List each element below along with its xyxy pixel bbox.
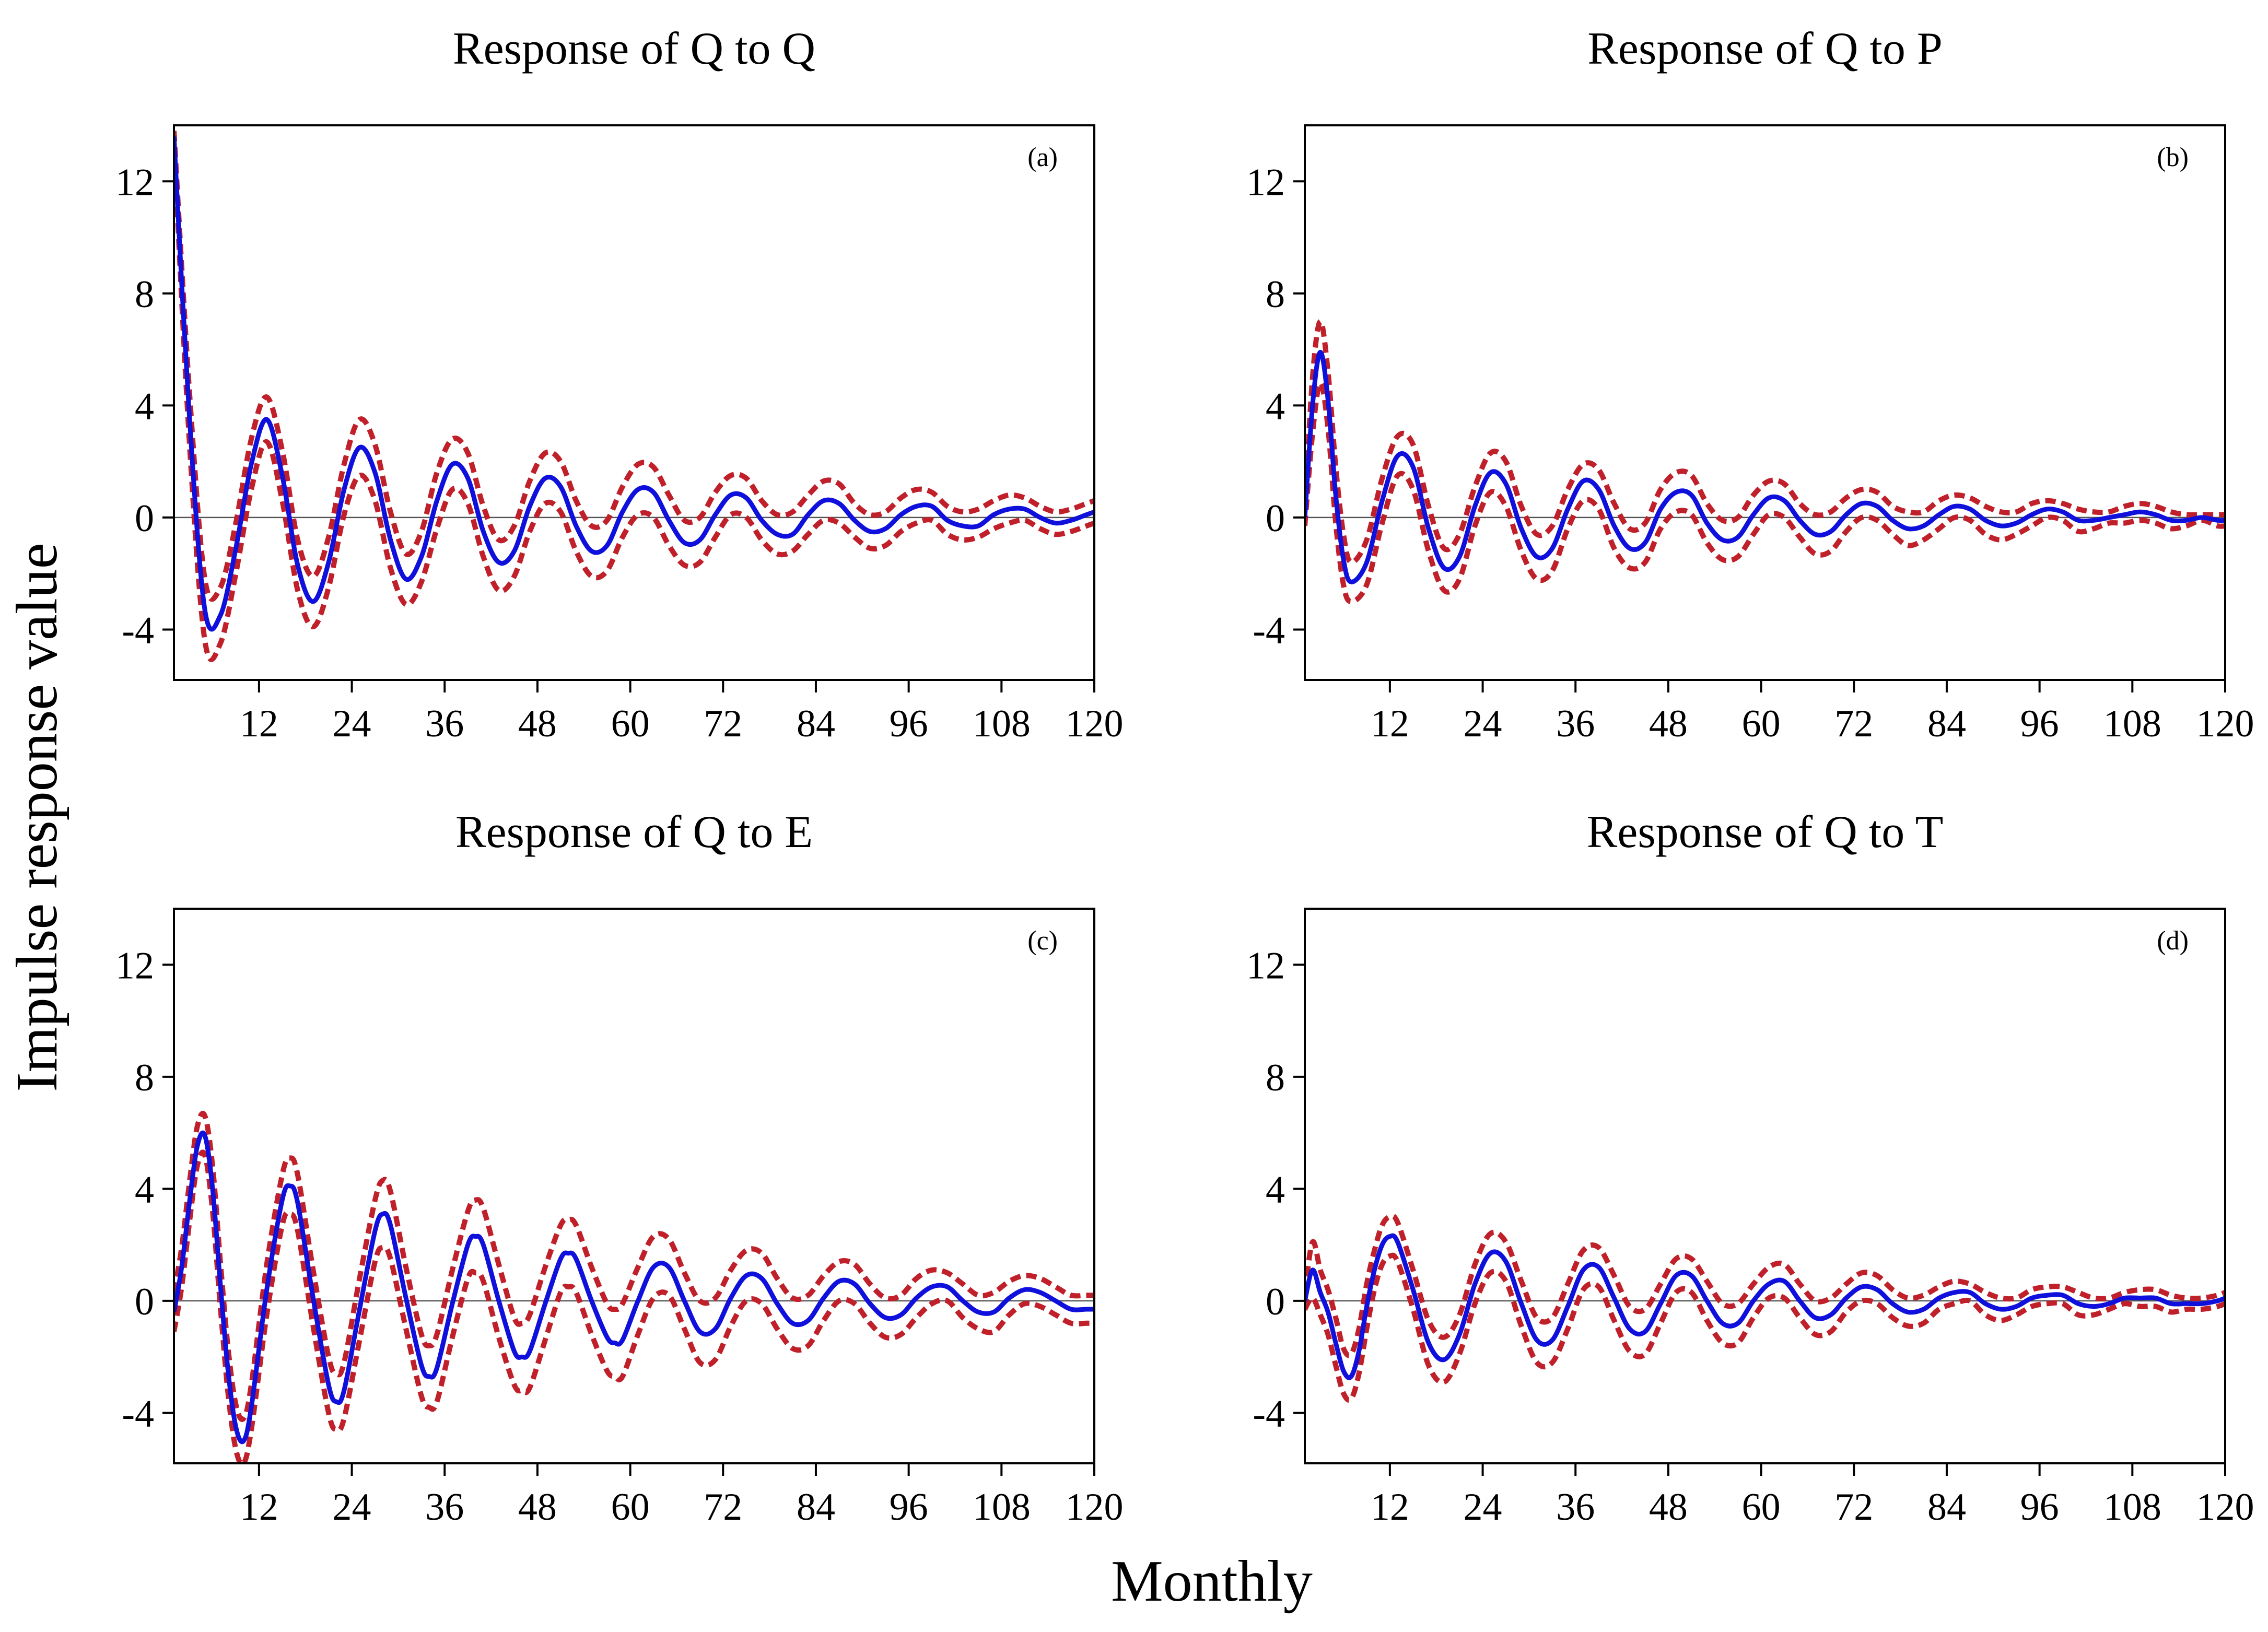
x-tick-label: 96 xyxy=(2020,702,2059,745)
x-tick-label: 96 xyxy=(890,702,928,745)
plot-frame xyxy=(173,908,1095,1464)
x-tick-label: 120 xyxy=(2196,1486,2254,1529)
x-tick-label: 48 xyxy=(1649,702,1688,745)
x-tick-label: 108 xyxy=(2103,1486,2161,1529)
series-lower-bound xyxy=(174,142,1094,662)
panel-title-c: Response of Q to E xyxy=(455,807,813,858)
y-tick-label: -4 xyxy=(1253,609,1285,652)
x-tick-label: 36 xyxy=(1556,1486,1595,1529)
x-tick-label: 108 xyxy=(2103,702,2161,745)
x-tick-label: 24 xyxy=(333,1486,371,1529)
y-tick-label: 4 xyxy=(135,385,154,428)
x-tick-label: 24 xyxy=(333,702,371,745)
x-tick-label: 36 xyxy=(425,1486,464,1529)
y-tick-label: 4 xyxy=(1266,1168,1285,1211)
y-tick-label: 12 xyxy=(115,944,154,987)
y-axis-title: Impulse response value xyxy=(5,543,69,1091)
y-tick-label: 0 xyxy=(1266,497,1285,540)
x-tick-label: 60 xyxy=(611,702,650,745)
y-tick-label: 8 xyxy=(1266,273,1285,316)
x-tick-label: 84 xyxy=(1927,702,1966,745)
y-tick-label: 4 xyxy=(135,1168,154,1211)
x-tick-label: 120 xyxy=(1066,1486,1124,1529)
series-response xyxy=(174,136,1094,632)
x-tick-label: 36 xyxy=(425,702,464,745)
y-tick-label: 4 xyxy=(1266,385,1285,428)
panel-tag-b: (b) xyxy=(2157,143,2189,172)
panel-tag-d: (d) xyxy=(2157,926,2189,956)
plot-frame xyxy=(1304,124,2226,681)
x-tick-label: 72 xyxy=(704,702,742,745)
y-tick-label: -4 xyxy=(122,1392,154,1435)
x-tick-label: 48 xyxy=(1649,1486,1688,1529)
series-lower-bound xyxy=(1305,1252,2225,1403)
x-tick-label: 36 xyxy=(1556,702,1595,745)
plot-frame xyxy=(1304,908,2226,1464)
y-tick-label: 12 xyxy=(1246,944,1285,987)
x-tick-label: 24 xyxy=(1464,702,1502,745)
x-tick-label: 24 xyxy=(1464,1486,1502,1529)
x-tick-label: 72 xyxy=(704,1486,742,1529)
x-tick-label: 60 xyxy=(1742,1486,1781,1529)
x-tick-label: 84 xyxy=(797,1486,835,1529)
x-tick-label: 12 xyxy=(240,702,278,745)
panel-title-a: Response of Q to Q xyxy=(453,24,815,74)
panel-title-b: Response of Q to P xyxy=(1587,24,1943,74)
x-tick-label: 12 xyxy=(240,1486,278,1529)
y-tick-label: 0 xyxy=(135,1281,154,1323)
x-tick-label: 120 xyxy=(1066,702,1124,745)
series-upper-bound xyxy=(174,131,1094,602)
y-tick-label: -4 xyxy=(1253,1392,1285,1435)
x-tick-label: 48 xyxy=(518,702,557,745)
y-tick-label: 12 xyxy=(115,161,154,204)
x-tick-label: 84 xyxy=(797,702,835,745)
y-tick-label: 12 xyxy=(1246,161,1285,204)
series-response xyxy=(1305,349,2225,584)
y-tick-label: 8 xyxy=(135,1056,154,1099)
y-tick-label: 8 xyxy=(1266,1056,1285,1099)
x-tick-label: 96 xyxy=(2020,1486,2059,1529)
plot-frame xyxy=(173,124,1095,681)
x-tick-label: 108 xyxy=(973,702,1031,745)
x-tick-label: 72 xyxy=(1834,1486,1873,1529)
series-upper-bound xyxy=(1305,319,2225,565)
x-tick-label: 96 xyxy=(890,1486,928,1529)
x-tick-label: 12 xyxy=(1371,1486,1409,1529)
x-tick-label: 60 xyxy=(1742,702,1781,745)
x-axis-title: Monthly xyxy=(1111,1549,1313,1614)
x-tick-label: 120 xyxy=(2196,702,2254,745)
y-tick-label: 0 xyxy=(135,497,154,540)
x-tick-label: 60 xyxy=(611,1486,650,1529)
x-tick-label: 72 xyxy=(1834,702,1873,745)
panel-tag-c: (c) xyxy=(1027,926,1058,956)
y-tick-label: -4 xyxy=(122,609,154,652)
series-upper-bound xyxy=(1305,1213,2225,1358)
y-tick-label: 8 xyxy=(135,273,154,316)
panel-title-d: Response of Q to T xyxy=(1587,807,1944,858)
series-lower-bound xyxy=(1305,380,2225,604)
x-tick-label: 12 xyxy=(1371,702,1409,745)
x-tick-label: 108 xyxy=(973,1486,1031,1529)
series-response xyxy=(174,1130,1094,1445)
x-tick-label: 48 xyxy=(518,1486,557,1529)
y-tick-label: 0 xyxy=(1266,1281,1285,1323)
series-upper-bound xyxy=(174,1110,1094,1422)
series-lower-bound xyxy=(174,1149,1094,1463)
x-tick-label: 84 xyxy=(1927,1486,1966,1529)
series-response xyxy=(1305,1233,2225,1380)
panel-tag-a: (a) xyxy=(1027,143,1058,172)
